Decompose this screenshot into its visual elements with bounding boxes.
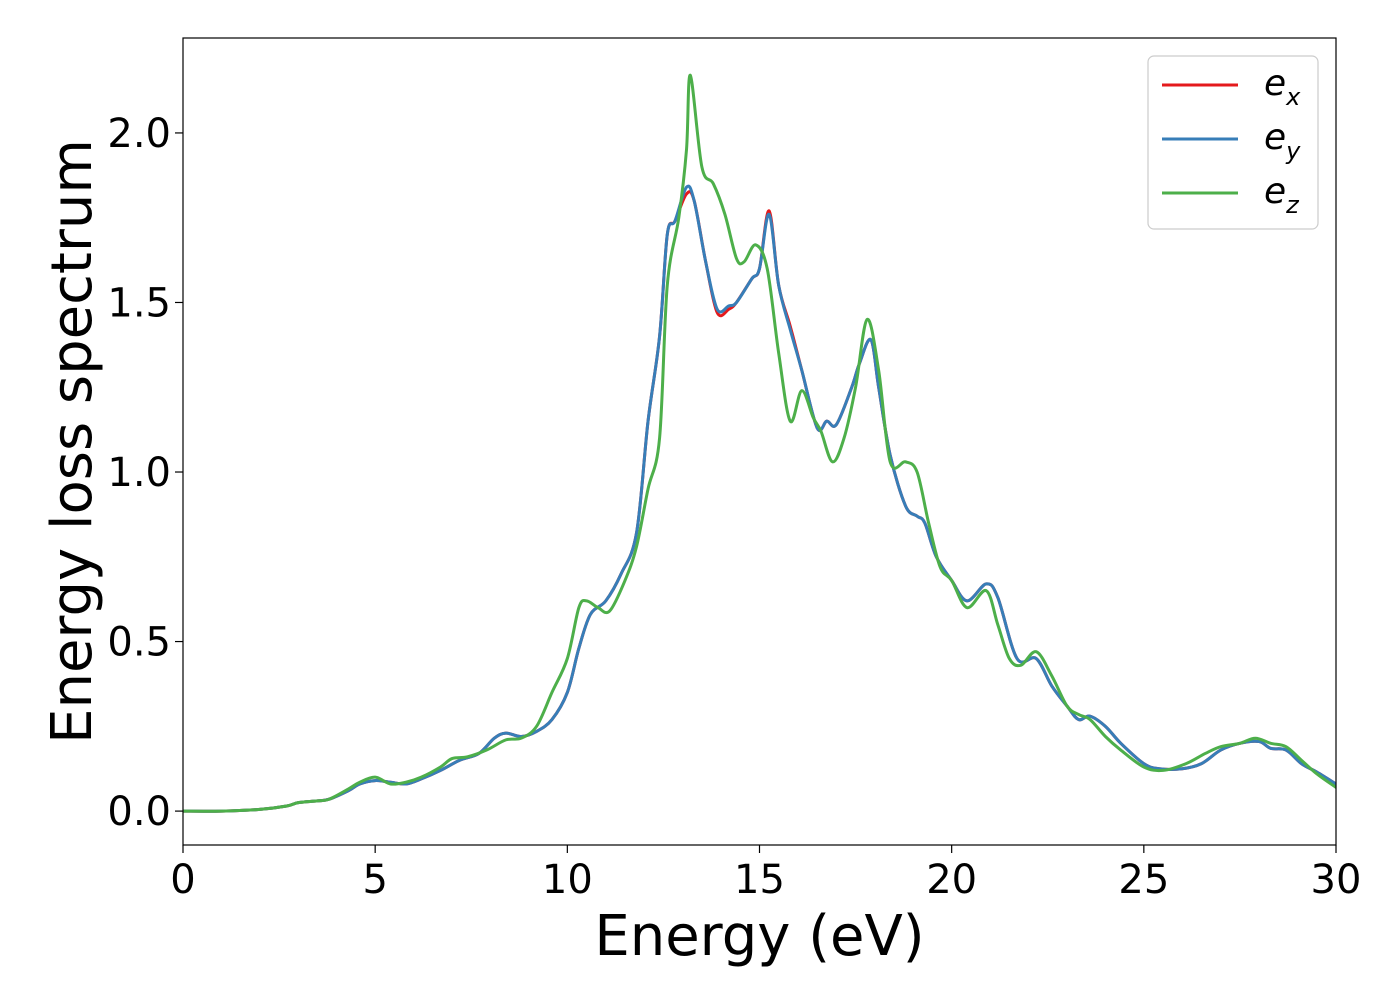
x-axis-label: Energy (eV) (594, 904, 924, 969)
y-tick-label: 1.0 (107, 450, 171, 496)
x-tick-label: 30 (1311, 857, 1362, 903)
y-axis-label: Energy loss spectrum (40, 139, 105, 744)
series-line-ex (183, 190, 1336, 813)
x-tick-label: 0 (170, 857, 195, 903)
y-tick-label: 0.5 (107, 620, 171, 666)
x-tick-label: 5 (362, 857, 387, 903)
series-line-ez (183, 73, 1336, 813)
y-tick-label: 0.0 (107, 789, 171, 835)
legend-box (1147, 55, 1319, 230)
x-tick-label: 15 (734, 857, 785, 903)
x-tick-label: 10 (542, 857, 593, 903)
legend-label-ez: ez (1264, 171, 1300, 219)
x-tick-label: 20 (926, 857, 977, 903)
legend-label-main: e (1264, 63, 1286, 104)
legend-label-main: e (1264, 171, 1286, 212)
x-axis-ticks: 0 5 10 15 20 25 30 (170, 845, 1361, 903)
legend-label-main: e (1264, 117, 1286, 158)
series-line-ey (183, 184, 1336, 813)
x-tick-label: 25 (1118, 857, 1169, 903)
plot-lines (183, 73, 1336, 813)
legend-label-subscript: x (1285, 83, 1301, 111)
legend-label-ex: ex (1264, 63, 1301, 111)
legend-label-ey: ey (1264, 117, 1301, 165)
legend-label-subscript: y (1285, 137, 1301, 165)
y-tick-label: 2.0 (107, 111, 171, 157)
y-tick-label: 1.5 (107, 280, 171, 326)
legend-label-subscript: z (1285, 191, 1300, 219)
y-axis-ticks: 0.0 0.5 1.0 1.5 2.0 (107, 111, 183, 835)
